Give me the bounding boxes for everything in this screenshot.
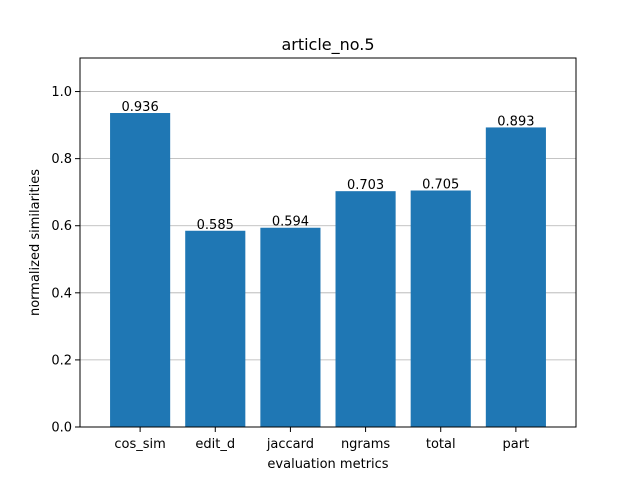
x-tick-label: edit_d [195, 437, 235, 452]
chart-title: article_no.5 [281, 35, 374, 55]
y-axis-ticks: 0.0 0.2 0.4 0.6 0.8 1.0 [51, 85, 80, 436]
y-tick-label: 0.8 [51, 152, 72, 167]
x-axis-ticks: cos_sim edit_d jaccard ngrams total part [114, 427, 529, 452]
bar-value-label: 0.585 [197, 218, 234, 233]
x-axis-title: evaluation metrics [267, 457, 388, 472]
x-tick-label: ngrams [341, 437, 390, 452]
bar-edit_d [185, 230, 246, 427]
bars [110, 113, 546, 428]
bar-cos_sim [110, 113, 171, 428]
y-tick-label: 0.0 [51, 421, 72, 436]
bar-value-label: 0.936 [122, 100, 159, 115]
bar-part [485, 127, 546, 428]
bar-total [410, 190, 471, 427]
x-tick-label: total [426, 437, 456, 452]
y-tick-label: 0.2 [51, 353, 72, 368]
x-tick-label: cos_sim [114, 437, 165, 452]
bar-value-label: 0.893 [497, 114, 534, 129]
bar-value-label: 0.705 [422, 178, 459, 193]
bar-jaccard [260, 227, 321, 427]
plot-area-frame [79, 57, 577, 428]
bar-value-labels: 0.936 0.585 0.594 0.703 0.705 0.893 [122, 100, 535, 233]
y-tick-label: 0.4 [51, 286, 72, 301]
bar-value-label: 0.594 [272, 215, 309, 230]
y-tick-label: 1.0 [51, 85, 72, 100]
y-tick-label: 0.6 [51, 219, 72, 234]
x-tick-label: jaccard [266, 437, 314, 452]
y-axis-title: normalized similarities [28, 169, 43, 316]
x-tick-label: part [503, 437, 530, 452]
bar-ngrams [335, 191, 396, 427]
bar-value-label: 0.703 [347, 178, 384, 193]
